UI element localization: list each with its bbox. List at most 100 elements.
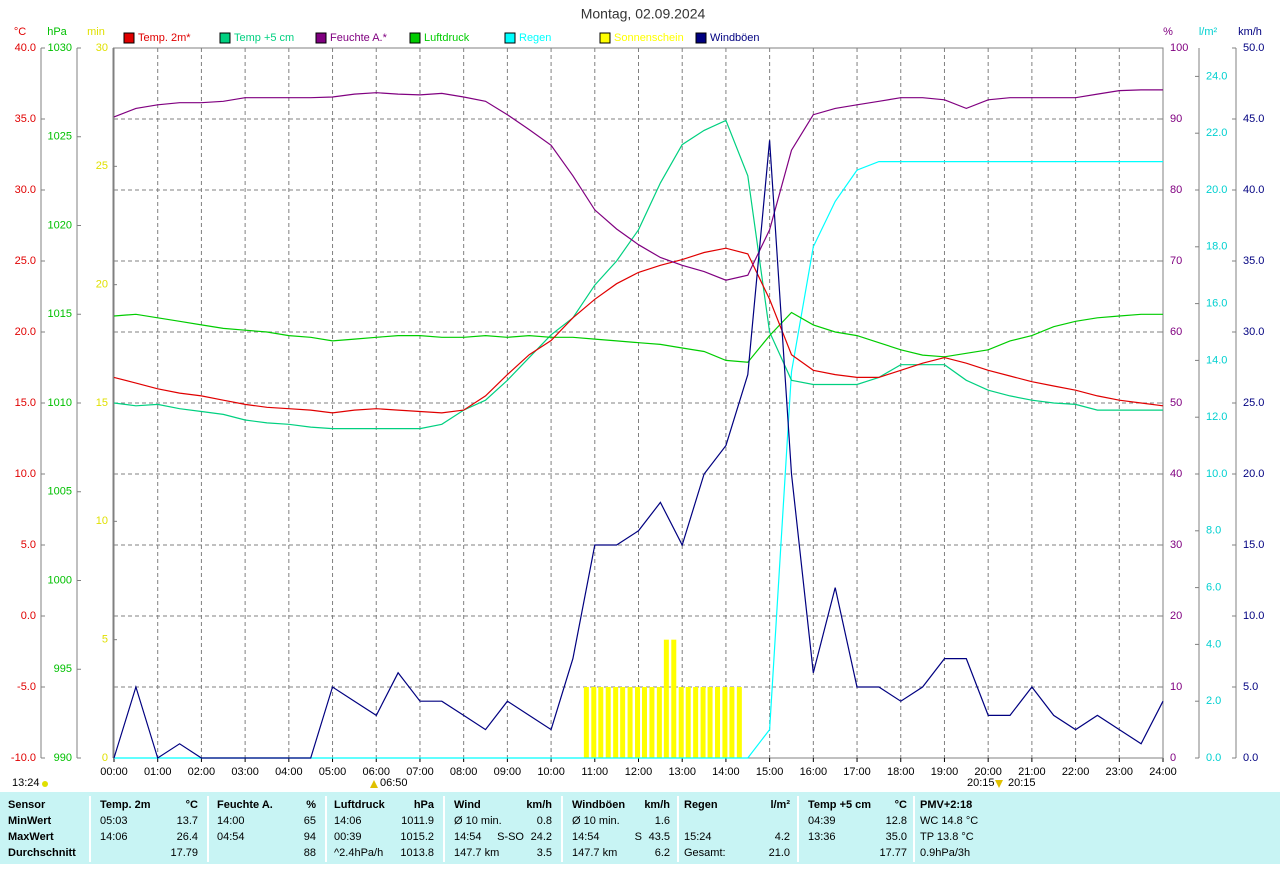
y-tick-label: 20 — [1170, 610, 1182, 622]
x-tick-label: 16:00 — [800, 766, 828, 778]
y-tick-label: 20.0 — [1243, 468, 1264, 480]
row-label: MaxWert — [8, 831, 54, 843]
table-cell: 26.4 — [177, 831, 198, 843]
y-tick-label: -5.0 — [17, 681, 36, 693]
y-tick-label: 30 — [1170, 539, 1182, 551]
y-tick-label: 0.0 — [1243, 752, 1258, 764]
y-tick-label: 6.0 — [1206, 582, 1221, 594]
y-tick-label: 25 — [96, 160, 108, 172]
y-tick-label: 100 — [1170, 42, 1188, 54]
y-tick-label: 1020 — [48, 219, 72, 231]
legend-swatch — [504, 32, 516, 44]
y-tick-label: 90 — [1170, 113, 1182, 125]
table-cell: °C — [895, 799, 907, 811]
table-cell: 1.6 — [655, 815, 670, 827]
y-tick-label: 8.0 — [1206, 525, 1221, 537]
y-tick-label: 20 — [96, 279, 108, 291]
y-tick-label: 30.0 — [1243, 326, 1264, 338]
y-tick-label: 18.0 — [1206, 241, 1227, 253]
legend-label: Temp. 2m* — [138, 32, 191, 44]
y-tick-label: 15 — [96, 397, 108, 409]
series-line — [113, 247, 1164, 414]
y-tick-label: 70 — [1170, 255, 1182, 267]
table-cell: km/h — [526, 799, 552, 811]
sunshine-bar — [656, 687, 662, 758]
sunshine-bar — [591, 687, 597, 758]
row-label: MinWert — [8, 815, 52, 827]
legend-label: Windböen — [710, 32, 760, 44]
table-cell: 94 — [304, 831, 316, 843]
table-cell: 3.5 — [537, 847, 552, 859]
annotation: 13:24 — [12, 777, 40, 789]
table-cell: 14:06 — [334, 815, 362, 827]
x-tick-label: 19:00 — [931, 766, 959, 778]
y-tick-label: 10 — [96, 515, 108, 527]
sunshine-bar — [635, 687, 641, 758]
x-tick-label: 22:00 — [1062, 766, 1090, 778]
table-cell: 24.2 — [531, 831, 552, 843]
y-tick-label: -10.0 — [11, 752, 36, 764]
axis-unit: hPa — [47, 26, 67, 38]
sunshine-bar — [678, 687, 684, 758]
annotation: 20:15 — [967, 777, 995, 789]
chart-title: Montag, 02.09.2024 — [581, 6, 706, 22]
sunshine-bar — [685, 687, 691, 758]
y-tick-label: 20.0 — [15, 326, 36, 338]
table-cell: 21.0 — [769, 847, 790, 859]
x-tick-label: 05:00 — [319, 766, 347, 778]
table-cell: 1011.9 — [401, 815, 434, 827]
axis-unit: °C — [14, 26, 26, 38]
y-tick-label: 5.0 — [1243, 681, 1258, 693]
sunshine-bar — [729, 687, 735, 758]
legend-swatch — [123, 32, 135, 44]
sunshine-bar — [707, 687, 713, 758]
table-cell: S — [635, 831, 642, 843]
table-cell: TP 13.8 °C — [920, 831, 974, 843]
table-cell: 147.7 km — [454, 847, 499, 859]
table-cell: Regen — [684, 799, 718, 811]
x-tick-label: 24:00 — [1149, 766, 1177, 778]
legend-label: Temp +5 cm — [234, 32, 294, 44]
sunshine-bar — [663, 639, 669, 758]
table-cell: 0.9hPa/3h — [920, 847, 970, 859]
y-tick-label: 10.0 — [1206, 468, 1227, 480]
annotation: 20:15 — [1008, 777, 1036, 789]
sunshine-bar — [693, 687, 699, 758]
table-cell: l/m² — [770, 799, 790, 811]
y-tick-label: 50 — [1170, 397, 1182, 409]
sunshine-bar — [583, 687, 589, 758]
y-tick-label: 20.0 — [1206, 184, 1227, 196]
table-cell: Temp +5 cm — [808, 799, 871, 811]
x-tick-label: 00:00 — [100, 766, 128, 778]
series-line — [113, 119, 1163, 430]
table-cell: 65 — [304, 815, 316, 827]
sunshine-bar — [627, 687, 633, 758]
table-cell: km/h — [644, 799, 670, 811]
series-line — [113, 311, 1163, 363]
table-cell: 1015.2 — [400, 831, 434, 843]
y-tick-label: 15.0 — [15, 397, 36, 409]
legend-swatch — [409, 32, 421, 44]
table-cell: 35.0 — [886, 831, 907, 843]
y-tick-label: 30 — [96, 42, 108, 54]
series-line — [113, 89, 1163, 281]
sunrise-icon — [370, 780, 378, 788]
x-tick-label: 14:00 — [712, 766, 740, 778]
stats-background — [0, 792, 1280, 864]
x-tick-label: 13:00 — [668, 766, 696, 778]
y-tick-label: 30.0 — [15, 184, 36, 196]
table-cell: °C — [186, 799, 198, 811]
table-cell: 43.5 — [649, 831, 670, 843]
table-cell: 14:54 — [572, 831, 600, 843]
table-cell: S-SO — [497, 831, 524, 843]
y-tick-label: 0 — [1170, 752, 1176, 764]
y-tick-label: 995 — [54, 663, 72, 675]
y-tick-label: 1005 — [48, 486, 72, 498]
table-cell: WC 14.8 °C — [920, 815, 978, 827]
y-tick-label: 990 — [54, 752, 72, 764]
legend-label: Sonnenschein — [614, 32, 684, 44]
x-tick-label: 17:00 — [843, 766, 871, 778]
y-tick-label: 40.0 — [1243, 184, 1264, 196]
x-tick-label: 08:00 — [450, 766, 478, 778]
